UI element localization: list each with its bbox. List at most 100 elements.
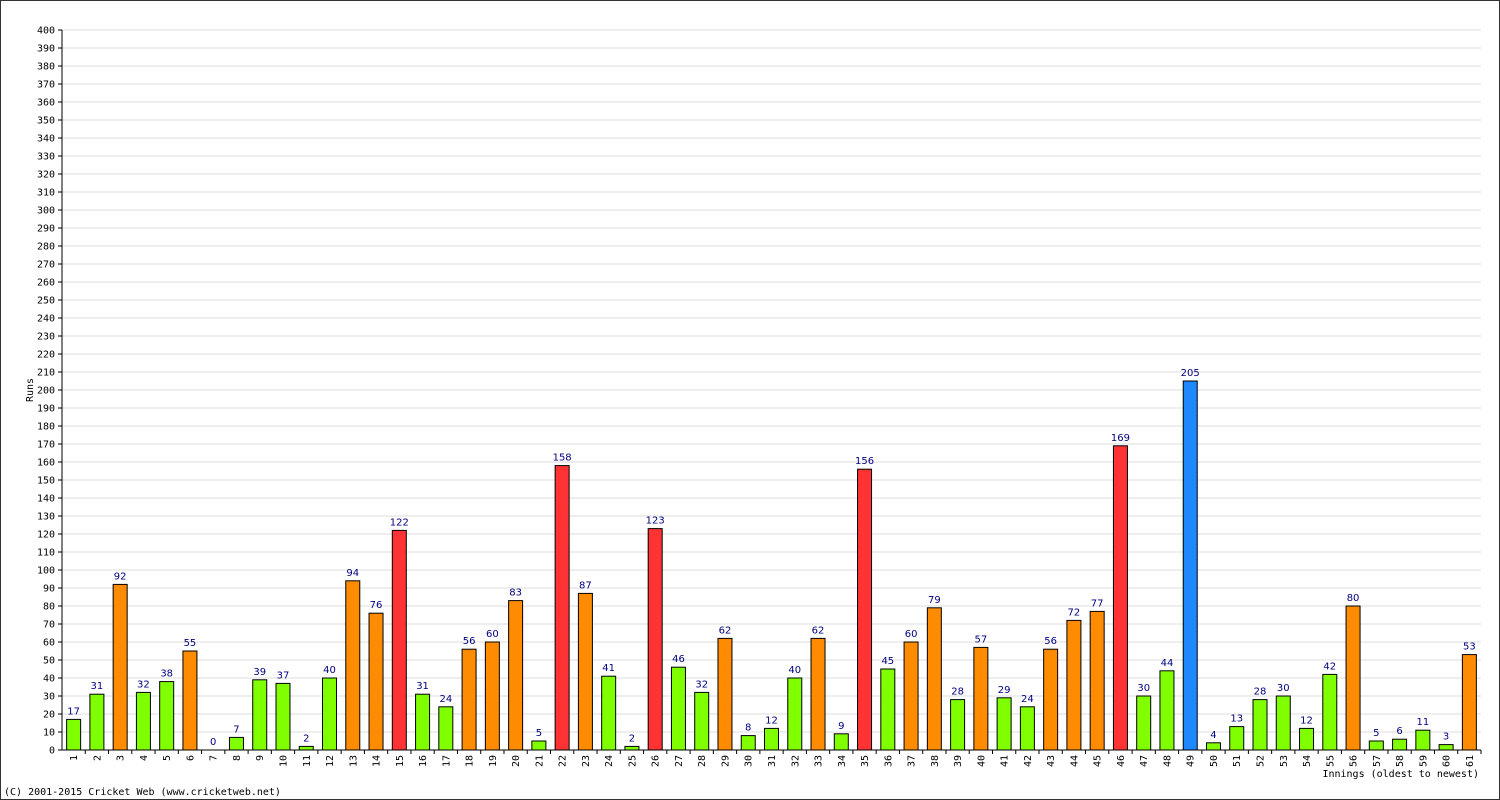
value-label: 31 <box>416 681 429 692</box>
value-label: 76 <box>370 600 383 611</box>
x-tick-label: 54 <box>1302 755 1313 767</box>
bar <box>159 681 175 751</box>
x-tick-label: 56 <box>1349 755 1360 767</box>
x-tick-label: 59 <box>1418 755 1429 767</box>
value-label: 42 <box>1323 661 1336 672</box>
y-tick-label: 40 <box>43 674 55 685</box>
x-axis-label: Innings (oldest to newest) <box>1322 769 1479 780</box>
bar <box>1252 699 1268 751</box>
y-tick-label: 0 <box>49 746 55 757</box>
x-tick-label: 22 <box>558 755 569 767</box>
y-axis-label: Runs <box>25 378 36 402</box>
value-label: 29 <box>998 685 1011 696</box>
bar <box>554 465 570 751</box>
bar <box>1112 445 1128 751</box>
y-tick-label: 80 <box>43 602 55 613</box>
x-tick-label: 47 <box>1139 755 1150 767</box>
bar <box>647 528 663 751</box>
value-label: 38 <box>160 669 173 680</box>
y-tick-label: 280 <box>37 242 55 253</box>
bar <box>601 675 617 751</box>
x-tick-label: 5 <box>162 755 173 761</box>
x-tick-label: 13 <box>348 755 359 767</box>
bar <box>1299 727 1315 751</box>
x-tick-label: 49 <box>1186 755 1197 767</box>
bar <box>1438 744 1454 751</box>
bar <box>1322 673 1338 751</box>
x-tick-label: 16 <box>418 755 429 767</box>
x-tick-label: 24 <box>604 755 615 767</box>
value-label: 62 <box>812 625 825 636</box>
bar <box>415 693 431 751</box>
value-label: 158 <box>553 453 572 464</box>
bar <box>298 745 314 751</box>
value-label: 12 <box>765 715 778 726</box>
bar <box>1019 706 1035 751</box>
y-tick-label: 130 <box>37 512 55 523</box>
bar <box>926 607 942 751</box>
bar <box>787 677 803 751</box>
y-tick-label: 160 <box>37 458 55 469</box>
value-label: 94 <box>346 568 359 579</box>
y-tick-label: 390 <box>37 44 55 55</box>
value-label: 57 <box>974 634 987 645</box>
value-label: 12 <box>1300 715 1313 726</box>
bar <box>135 691 151 751</box>
x-tick-label: 36 <box>883 755 894 767</box>
y-tick-label: 320 <box>37 170 55 181</box>
bar <box>903 641 919 751</box>
y-tick-label: 30 <box>43 692 55 703</box>
bar <box>1392 738 1408 751</box>
bar <box>670 666 686 751</box>
bar <box>1415 729 1431 751</box>
value-label: 79 <box>928 595 941 606</box>
x-tick-label: 45 <box>1093 755 1104 767</box>
y-tick-label: 220 <box>37 350 55 361</box>
bar <box>1368 740 1384 751</box>
y-tick-label: 10 <box>43 728 55 739</box>
y-tick-label: 180 <box>37 422 55 433</box>
value-label: 40 <box>323 665 336 676</box>
y-tick-label: 260 <box>37 278 55 289</box>
x-tick-label: 10 <box>278 755 289 767</box>
bar <box>1066 619 1082 751</box>
value-label: 92 <box>114 571 127 582</box>
value-label: 3 <box>1443 732 1449 743</box>
value-label: 5 <box>536 728 542 739</box>
bar <box>973 646 989 751</box>
bar <box>1275 695 1291 751</box>
x-tick-label: 20 <box>511 755 522 767</box>
value-label: 45 <box>881 656 894 667</box>
x-tick-label: 4 <box>139 755 150 761</box>
bar <box>717 637 733 751</box>
value-label: 11 <box>1416 717 1429 728</box>
x-tick-label: 18 <box>465 755 476 767</box>
bar <box>182 650 198 751</box>
bar <box>857 468 873 751</box>
y-tick-label: 70 <box>43 620 55 631</box>
value-label: 62 <box>719 625 732 636</box>
value-label: 44 <box>1161 658 1174 669</box>
value-label: 5 <box>1373 728 1379 739</box>
value-label: 56 <box>1044 636 1057 647</box>
x-tick-label: 17 <box>441 755 452 767</box>
x-tick-label: 53 <box>1279 755 1290 767</box>
value-label: 28 <box>951 687 964 698</box>
x-tick-label: 15 <box>395 755 406 767</box>
value-label: 13 <box>1230 714 1243 725</box>
y-tick-label: 140 <box>37 494 55 505</box>
y-tick-label: 200 <box>37 386 55 397</box>
bar <box>950 699 966 751</box>
value-label: 37 <box>277 670 290 681</box>
value-label: 0 <box>210 737 216 748</box>
bar <box>810 637 826 751</box>
bar <box>1089 610 1105 751</box>
bar <box>1345 605 1361 751</box>
bar <box>368 612 384 751</box>
x-tick-label: 28 <box>697 755 708 767</box>
x-tick-label: 14 <box>372 755 383 767</box>
y-tick-label: 370 <box>37 80 55 91</box>
bar <box>1159 670 1175 751</box>
value-label: 32 <box>137 679 150 690</box>
